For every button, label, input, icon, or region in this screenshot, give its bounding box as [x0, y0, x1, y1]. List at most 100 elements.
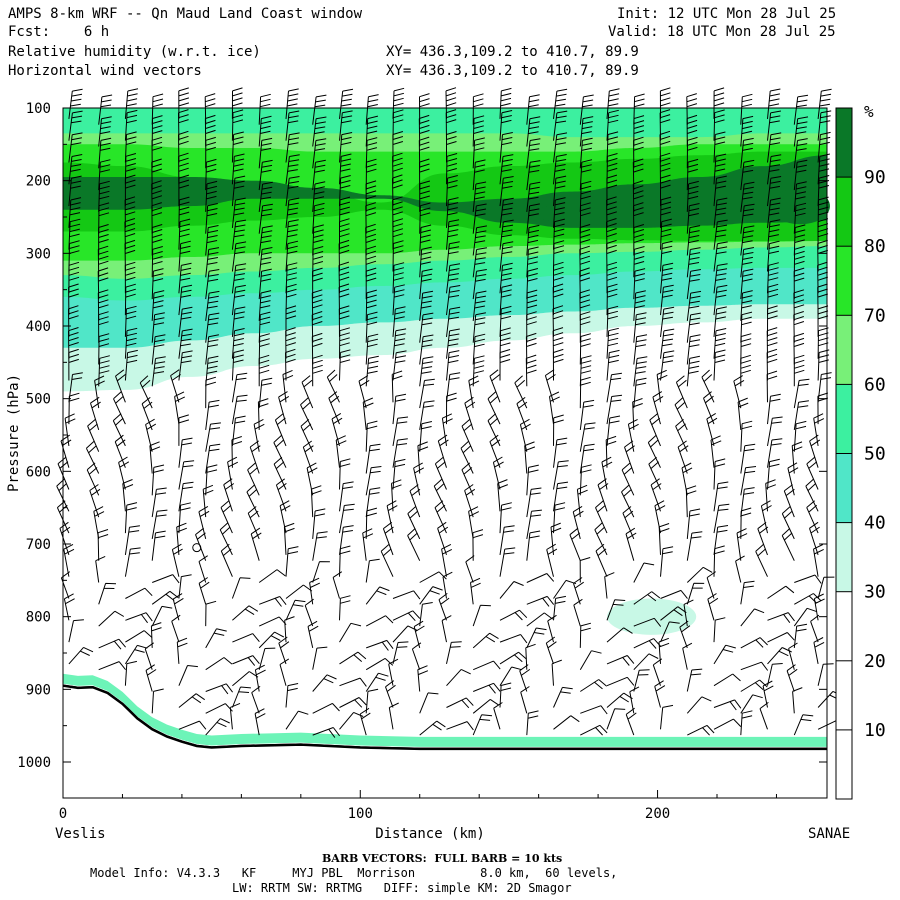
- wind-barbs: [56, 87, 846, 738]
- wind-barb: [713, 458, 726, 490]
- wind-barb: [419, 224, 432, 256]
- wind-barb: [767, 438, 783, 468]
- wind-barb: [544, 369, 556, 403]
- y-tick-label: 800: [26, 610, 51, 626]
- wind-barb: [171, 543, 183, 577]
- wind-barb: [660, 589, 688, 599]
- xy-range-2: XY= 436.3,109.2 to 410.7, 89.9: [386, 63, 639, 79]
- wind-barb: [545, 636, 557, 665]
- wind-barb: [499, 219, 514, 250]
- field-name-wind: Horizontal wind vectors: [8, 63, 202, 79]
- wind-barb: [145, 418, 157, 452]
- wind-barb: [300, 397, 314, 431]
- wind-barb: [178, 240, 191, 272]
- wind-barb: [579, 159, 593, 191]
- wind-barb: [681, 462, 693, 496]
- wind-barb: [660, 328, 675, 359]
- wind-barb: [713, 219, 728, 250]
- wind-barb: [686, 203, 700, 234]
- wind-barb: [285, 262, 298, 294]
- wind-barb: [464, 396, 476, 431]
- wind-barb: [499, 327, 511, 359]
- wind-barb: [279, 658, 290, 686]
- wind-barb: [660, 262, 674, 294]
- wind-barb: [98, 311, 109, 343]
- wind-barb: [151, 93, 164, 125]
- wind-barb: [302, 440, 314, 474]
- wind-barb: [767, 88, 781, 119]
- wind-barb: [703, 391, 715, 425]
- wind-barb: [339, 677, 367, 687]
- wind-barb: [442, 571, 453, 599]
- wind-barb: [660, 284, 674, 316]
- wind-barb: [686, 531, 703, 561]
- wind-barb: [472, 137, 485, 169]
- y-axis-label: Pressure (hPa): [6, 374, 22, 492]
- wind-barb: [499, 581, 524, 599]
- wind-barb: [306, 462, 318, 496]
- wind-barb: [767, 458, 780, 490]
- wind-barb: [553, 197, 566, 228]
- wind-barb: [446, 241, 460, 272]
- wind-barb: [312, 246, 324, 278]
- wind-barb: [813, 544, 824, 577]
- wind-barb: [791, 441, 803, 474]
- wind-barb: [813, 637, 825, 664]
- wind-barb: [572, 505, 584, 540]
- wind-barb: [231, 306, 246, 337]
- wind-barb: [793, 311, 805, 343]
- wind-barb: [304, 598, 314, 627]
- wind-barb: [446, 721, 474, 731]
- wind-barb: [338, 283, 350, 316]
- wind-barb: [660, 704, 674, 730]
- wind-barb: [219, 522, 233, 556]
- wind-barb: [660, 196, 672, 228]
- wind-barb: [757, 522, 769, 556]
- wind-barb: [205, 180, 218, 212]
- wind-barb: [713, 175, 727, 207]
- wind-barb: [198, 505, 210, 540]
- wind-barb: [231, 109, 244, 141]
- wind-barb: [633, 202, 644, 234]
- wind-barb: [499, 241, 514, 272]
- wind-barb: [580, 705, 608, 715]
- wind-barb: [740, 290, 753, 321]
- wind-barb: [68, 305, 79, 337]
- wind-barb: [124, 547, 141, 577]
- wind-barb: [552, 305, 564, 337]
- wind-barb: [553, 460, 569, 490]
- wind-barb: [68, 88, 83, 119]
- wind-barb: [674, 397, 688, 431]
- wind-barb: [392, 438, 408, 468]
- wind-barb: [205, 399, 220, 430]
- wind-barb: [553, 579, 577, 599]
- wind-barb: [365, 115, 379, 147]
- wind-barb: [335, 435, 347, 468]
- wind-barb: [151, 180, 163, 212]
- wind-barb: [392, 625, 418, 643]
- wind-barb: [740, 247, 754, 278]
- wind-barb: [806, 456, 819, 490]
- wind-barb: [258, 616, 287, 627]
- wind-barb: [579, 443, 595, 474]
- wind-barb: [365, 202, 377, 234]
- wind-barb: [285, 197, 300, 228]
- wind-barb: [633, 136, 644, 169]
- wind-barb: [312, 224, 324, 256]
- model-info-line1: Model Info: V4.3.3 KF MYJ PBL Morrison 8…: [90, 866, 618, 880]
- wind-barb: [526, 116, 541, 147]
- wind-barb: [765, 479, 776, 512]
- wind-barb: [633, 669, 650, 692]
- wind-barb: [633, 312, 647, 343]
- wind-barb: [470, 577, 481, 605]
- wind-barb: [141, 397, 153, 431]
- wind-barb: [606, 305, 619, 337]
- wind-barb: [339, 481, 354, 512]
- wind-barb: [178, 152, 189, 185]
- wind-barb: [489, 434, 501, 468]
- wind-barb: [710, 435, 722, 468]
- wind-barb: [231, 197, 246, 228]
- wind-barb: [781, 528, 795, 561]
- wind-barb: [339, 132, 353, 163]
- wind-barb: [326, 369, 340, 403]
